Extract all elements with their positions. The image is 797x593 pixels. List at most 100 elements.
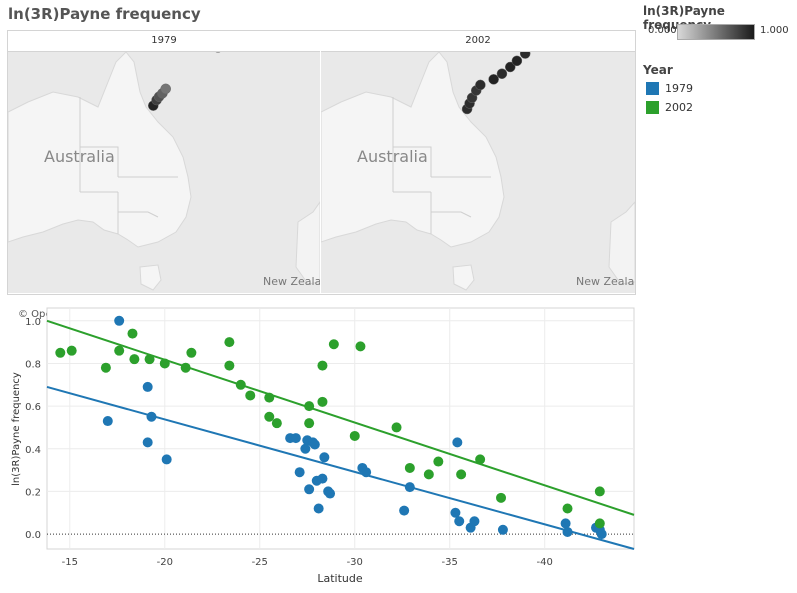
data-point-2002[interactable] <box>129 354 140 365</box>
data-point-1979[interactable] <box>454 516 465 527</box>
map-panel-1979[interactable]: Australia New Zealar <box>8 52 320 293</box>
data-point-2002[interactable] <box>100 362 111 373</box>
data-point-2002[interactable] <box>159 358 170 369</box>
data-point-2002[interactable] <box>433 456 444 467</box>
data-point-1979[interactable] <box>452 437 463 448</box>
legend-label-1979[interactable]: 1979 <box>665 82 693 95</box>
data-point-2002[interactable] <box>180 362 191 373</box>
state-borders <box>392 97 491 234</box>
map-dot-2002[interactable] <box>488 74 499 85</box>
data-point-1979[interactable] <box>450 507 461 518</box>
data-point-2002[interactable] <box>456 469 467 480</box>
y-tick-label: 0.2 <box>25 487 41 498</box>
map-dots-1979 <box>148 52 221 111</box>
data-point-2002[interactable] <box>594 486 605 497</box>
map-panel-2002[interactable]: Australia New Zealar <box>321 52 635 293</box>
map-dot-2002[interactable] <box>496 68 508 79</box>
legend-gradient-max: 1.000 <box>760 25 789 36</box>
data-point-1979[interactable] <box>309 439 320 450</box>
x-tick-label: -30 <box>347 557 363 568</box>
tasmania-shape <box>452 264 475 291</box>
data-point-2002[interactable] <box>235 379 246 390</box>
plot-area <box>46 307 635 550</box>
tasmania-shape <box>139 264 162 291</box>
australia-landmass-2002 <box>321 52 635 291</box>
trend-lines <box>46 319 635 550</box>
data-point-2002[interactable] <box>594 518 605 529</box>
data-point-1979[interactable] <box>161 454 172 465</box>
data-point-1979[interactable] <box>404 482 415 493</box>
data-point-1979[interactable] <box>300 443 311 454</box>
data-point-2002[interactable] <box>475 454 486 465</box>
data-point-1979[interactable] <box>313 503 324 514</box>
map-dot-1979[interactable] <box>160 83 171 95</box>
data-point-1979[interactable] <box>560 518 571 529</box>
data-point-2002[interactable] <box>264 392 275 403</box>
data-point-1979[interactable] <box>102 416 113 427</box>
data-point-2002[interactable] <box>127 328 138 339</box>
data-point-2002[interactable] <box>304 401 315 412</box>
data-point-1979[interactable] <box>319 452 330 463</box>
x-axis-ticks: -15 -20 -25 -30 -35 -40 <box>62 557 553 568</box>
new-zealand-shape <box>295 201 320 285</box>
map-dot-2002[interactable] <box>475 79 486 91</box>
data-point-2002[interactable] <box>304 418 315 429</box>
grid-lines <box>47 308 634 549</box>
data-point-1979[interactable] <box>469 516 480 527</box>
y-tick-label: 0.8 <box>25 359 41 370</box>
data-point-2002[interactable] <box>496 492 507 503</box>
data-point-2002[interactable] <box>224 337 235 348</box>
data-point-2002[interactable] <box>224 360 235 371</box>
data-point-1979[interactable] <box>317 473 328 484</box>
data-point-2002[interactable] <box>264 411 275 422</box>
data-point-1979[interactable] <box>294 467 305 478</box>
data-point-1979[interactable] <box>290 433 301 444</box>
y-tick-label: 1.0 <box>25 317 41 328</box>
data-point-2002[interactable] <box>317 360 328 371</box>
data-point-1979[interactable] <box>142 381 153 392</box>
legend-label-2002[interactable]: 2002 <box>665 101 693 114</box>
trend-line-1979[interactable] <box>46 385 635 550</box>
data-point-2002[interactable] <box>391 422 402 433</box>
map-dot-2002[interactable] <box>511 55 523 67</box>
data-point-2002[interactable] <box>245 390 256 401</box>
trend-line-2002[interactable] <box>46 319 635 516</box>
data-point-2002[interactable] <box>55 347 66 358</box>
data-point-2002[interactable] <box>271 418 282 429</box>
data-point-1979[interactable] <box>325 488 336 499</box>
map-label-nz-1979: New Zealar <box>263 275 320 288</box>
map-header-2002: 2002 <box>321 31 635 52</box>
data-point-2002[interactable] <box>317 396 328 407</box>
data-point-1979[interactable] <box>142 437 153 448</box>
data-point-2002[interactable] <box>349 430 360 441</box>
legend-swatch-2002[interactable] <box>646 101 659 114</box>
data-point-1979[interactable] <box>562 526 573 537</box>
data-point-1979[interactable] <box>399 505 410 516</box>
data-point-2002[interactable] <box>186 347 197 358</box>
data-point-1979[interactable] <box>114 315 125 326</box>
data-point-1979[interactable] <box>596 529 607 540</box>
data-point-2002[interactable] <box>423 469 434 480</box>
data-point-1979[interactable] <box>304 484 315 495</box>
map-dot-2002[interactable] <box>519 52 531 59</box>
data-point-2002[interactable] <box>328 339 339 350</box>
map-label-nz-2002: New Zealar <box>576 275 635 288</box>
data-point-1979[interactable] <box>497 524 508 535</box>
data-point-2002[interactable] <box>404 462 415 473</box>
x-tick-label: -15 <box>62 557 78 568</box>
data-point-2002[interactable] <box>144 354 155 365</box>
new-zealand-shape <box>608 201 635 285</box>
data-point-1979[interactable] <box>361 467 372 478</box>
y-tick-label: 0.0 <box>25 530 41 541</box>
data-point-2002[interactable] <box>66 345 77 356</box>
legend-swatch-1979[interactable] <box>646 82 659 95</box>
x-tick-label: -20 <box>157 557 173 568</box>
data-point-2002[interactable] <box>355 341 366 352</box>
data-point-2002[interactable] <box>562 503 573 514</box>
map-header-1979: 1979 <box>8 31 320 52</box>
y-axis-ticks: 0.0 0.2 0.4 0.6 0.8 1.0 <box>25 317 41 541</box>
map-dot-2002[interactable] <box>505 61 516 73</box>
data-point-2002[interactable] <box>114 345 125 356</box>
data-point-1979[interactable] <box>146 411 157 422</box>
